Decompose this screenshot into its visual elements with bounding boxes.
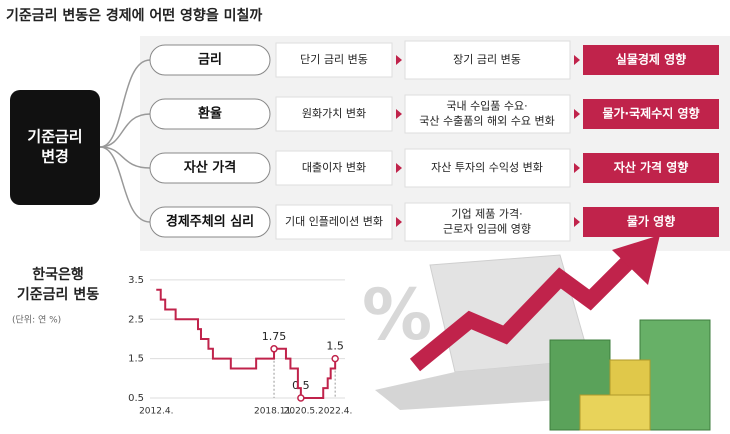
y-tick-label: 3.5 (128, 275, 144, 286)
percent-icon: % (362, 274, 432, 356)
arrow (574, 55, 580, 65)
connector (99, 146, 151, 169)
x-tick-label: 2018.11. (254, 407, 294, 417)
step2-label: 근로자 임금에 영향 (443, 223, 531, 236)
arrow (574, 109, 580, 119)
step2-box (404, 148, 571, 188)
effect-label: 실물경제 영향 (616, 52, 686, 67)
arrow (396, 163, 402, 173)
root-label: 변경 (41, 148, 69, 166)
annotation-label: 1.75 (262, 330, 287, 343)
root-box (10, 90, 100, 205)
step2-label: 기업 제품 가격· (451, 208, 522, 221)
annotation-point (297, 394, 305, 402)
connector (99, 59, 151, 148)
step2-label: 자산 투자의 수익성 변화 (431, 161, 543, 174)
channel-label: 경제주체의 심리 (166, 214, 254, 230)
channel-pill (149, 98, 271, 130)
step2-box (404, 202, 571, 242)
page-title: 기준금리 변동은 경제에 어떤 영향을 미칠까 (6, 7, 262, 24)
laptop-base (375, 360, 590, 410)
step1-box (275, 204, 393, 240)
effect-label: 물가 영향 (627, 214, 675, 229)
effect-box (583, 207, 719, 237)
x-tick-label: 2022.4. (318, 407, 352, 417)
arrow (396, 55, 402, 65)
y-tick-label: 0.5 (128, 393, 144, 404)
step1-label: 단기 금리 변동 (300, 53, 368, 66)
step2-label: 국산 수출품의 해외 수요 변화 (419, 114, 554, 128)
y-tick-label: 2.5 (128, 314, 144, 325)
arrow-head (612, 235, 660, 285)
x-tick-label: 2012.4. (139, 407, 173, 417)
chart-title: 기준금리 변동 (17, 287, 99, 303)
effect-box (583, 45, 719, 75)
step1-label: 대출이자 변화 (302, 161, 366, 174)
step1-label: 원화가치 변화 (302, 107, 366, 120)
step2-box (404, 40, 571, 80)
connector (99, 146, 151, 223)
effect-label: 자산 가격 영향 (614, 160, 689, 175)
rising-arrow (409, 249, 641, 372)
step2-label: 장기 금리 변동 (453, 53, 521, 66)
channel-label: 자산 가격 (184, 160, 236, 176)
arrow (396, 109, 402, 119)
root-label: 기준금리 (27, 128, 82, 146)
annotation-point (270, 345, 278, 353)
step2-box (404, 94, 571, 134)
illustration: % (362, 235, 711, 431)
step1-label: 기대 인플레이션 변화 (285, 215, 383, 228)
arrow (574, 163, 580, 173)
annotation-label: 1.5 (326, 340, 344, 353)
effect-box (583, 153, 719, 183)
chart-unit: (단위: 연 %) (12, 315, 61, 326)
connector (99, 113, 151, 148)
channel-label: 금리 (198, 52, 222, 68)
channel-label: 환율 (198, 106, 222, 122)
step2-label: 국내 수입품 수요· (446, 100, 527, 113)
effect-box (583, 99, 719, 129)
x-tick-label: 2020.5. (284, 407, 318, 417)
step1-box (275, 42, 393, 78)
arrow (574, 217, 580, 227)
channel-pill (149, 206, 271, 238)
effect-label: 물가·국제수지 영향 (602, 106, 699, 121)
annotation-point (331, 354, 339, 363)
y-tick-label: 1.5 (128, 354, 144, 365)
channel-pill (149, 152, 271, 184)
rate-line (156, 288, 337, 399)
step1-box (275, 96, 393, 132)
money-stack (579, 394, 651, 431)
channel-pill (149, 44, 271, 76)
step1-box (275, 150, 393, 186)
chart-title: 한국은행 (32, 267, 84, 283)
annotation-label: 0.5 (292, 379, 310, 392)
arrow (396, 217, 402, 227)
